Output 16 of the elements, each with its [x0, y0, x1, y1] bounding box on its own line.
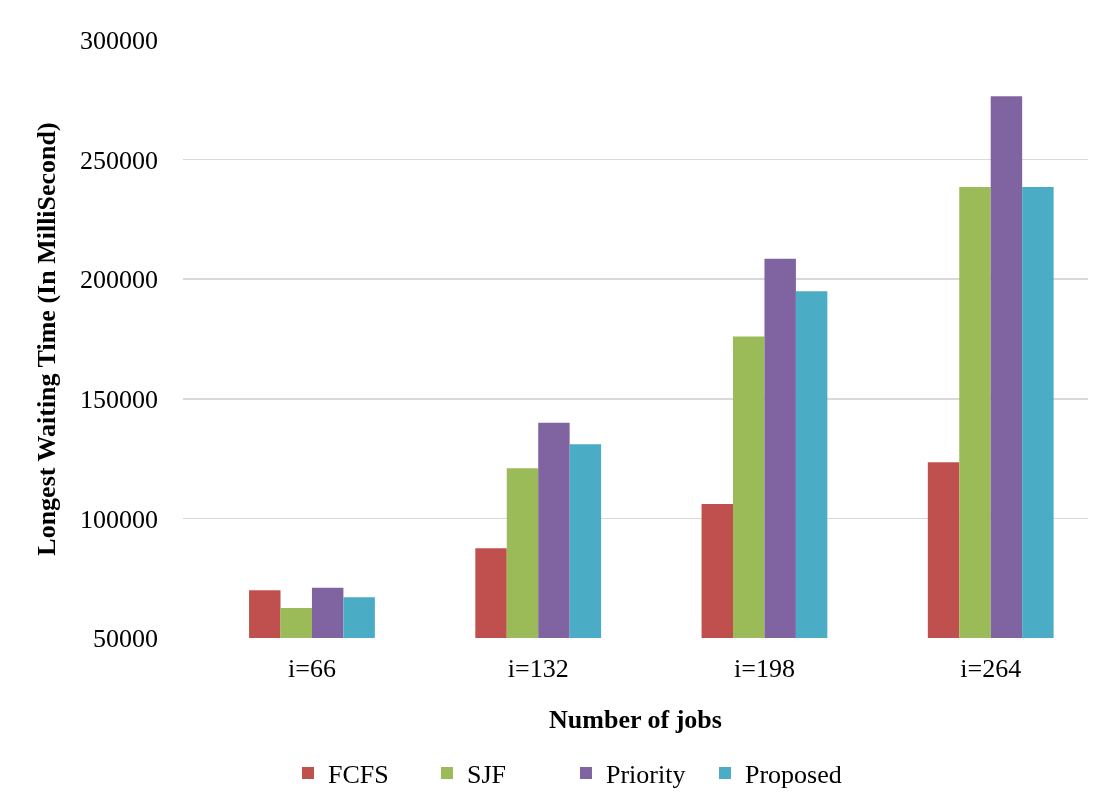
y-tick-label: 150000: [80, 384, 158, 414]
x-tick-label: i=264: [960, 654, 1022, 683]
x-tick-label: i=132: [507, 654, 569, 683]
x-tick-label: i=66: [288, 654, 336, 683]
x-axis-title: Number of jobs: [549, 704, 722, 734]
legend-label: SJF: [466, 760, 507, 790]
y-axis-title: Longest Waiting Time (In MilliSecond): [32, 122, 62, 556]
y-tick-label: 50000: [93, 624, 158, 654]
y-tick-label: 300000: [80, 26, 158, 56]
y-tick-label: 100000: [80, 504, 158, 534]
legend-label: Priority: [605, 760, 686, 790]
y-tick-label: 250000: [80, 145, 158, 175]
legend-label: FCFS: [327, 760, 389, 790]
x-tick-label: i=198: [734, 654, 795, 683]
y-tick-label: 200000: [80, 265, 158, 295]
legend-label: Proposed: [744, 760, 842, 790]
